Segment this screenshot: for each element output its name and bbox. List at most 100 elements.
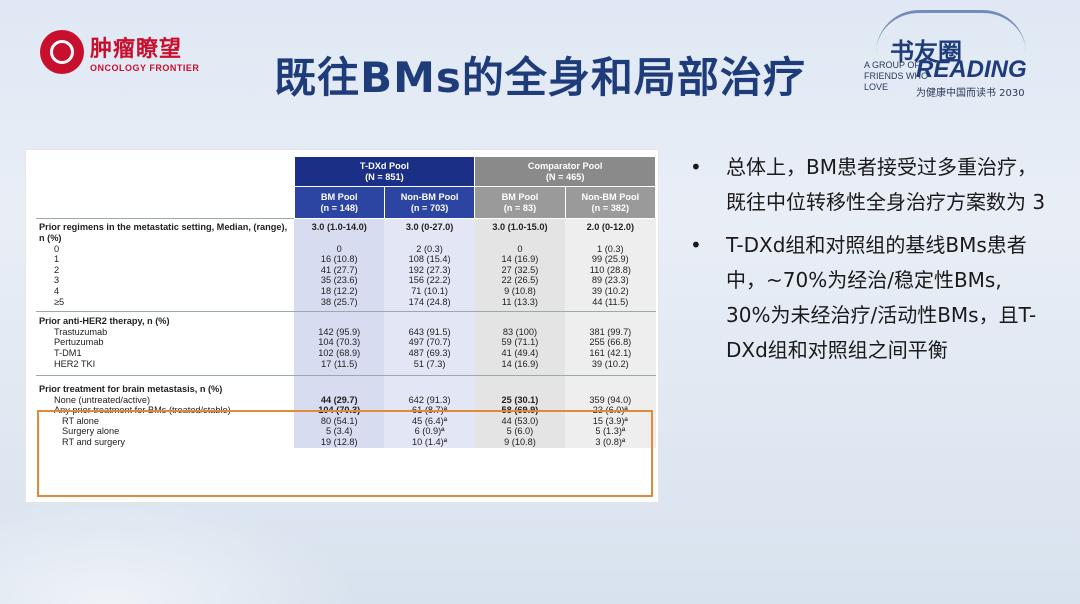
table-row: 0 0 2 (0.3) 0 1 (0.3) — [36, 243, 656, 255]
bullet-text: T-DXd组和对照组的基线BMs患者中，~70%为经治/稳定性BMs, 30%为… — [726, 233, 1037, 362]
table-cell: 61 (8.7)ª — [384, 405, 475, 416]
reading-logo-en: A GROUP OF FRIENDS WHO LOVE — [864, 60, 928, 92]
table-cell: 161 (42.1) — [565, 347, 656, 359]
table-cell: 5 (1.3)ª — [565, 426, 656, 438]
section-title: Prior anti-HER2 therapy, n (%) — [36, 311, 295, 327]
table-cell: 99 (25.9) — [565, 254, 656, 265]
table-cell: 22 (26.5) — [474, 275, 566, 286]
table-cell: 497 (70.7) — [384, 337, 475, 348]
bullet-text: 总体上，BM患者接受过多重治疗，既往中位转移性全身治疗方案数为 3 — [726, 155, 1046, 214]
table-row: 3 35 (23.6) 156 (22.2) 22 (26.5) 89 (23.… — [36, 275, 656, 286]
table-cell: 58 (69.9) — [474, 405, 566, 416]
section-title: Prior regimens in the metastatic setting… — [36, 218, 295, 244]
table-cell: 80 (54.1) — [294, 415, 385, 427]
table-cell: 5 (3.4) — [294, 426, 385, 438]
table-cell: 192 (27.3) — [384, 264, 475, 276]
row-label: Surgery alone — [62, 426, 120, 437]
table-cell: 44 (29.7) — [294, 394, 385, 406]
table-cell: 14 (16.9) — [474, 358, 566, 376]
table-cell: 27 (32.5) — [474, 264, 566, 276]
table-cell: 0 — [294, 243, 385, 255]
row-label: T-DM1 — [54, 347, 82, 358]
row-label: 3 — [54, 275, 60, 286]
table-cell: 487 (69.3) — [384, 347, 475, 359]
table-row: Pertuzumab 104 (70.3) 497 (70.7) 59 (71.… — [36, 337, 656, 348]
table-row: Prior treatment for brain metastasis, n … — [36, 375, 656, 395]
table-cell: 39 (10.2) — [565, 285, 656, 297]
table-cell: 16 (10.8) — [294, 254, 385, 265]
table-cell: 3.0 (1.0-14.0) — [294, 218, 385, 244]
table-row: 4 18 (12.2) 71 (10.1) 9 (10.8) 39 (10.2) — [36, 285, 656, 297]
table-row: RT and surgery 19 (12.8) 10 (1.4)ª 9 (10… — [36, 437, 656, 448]
reading-club-logo: 书友圈 A GROUP OF FRIENDS WHO LOVE READING … — [856, 10, 1046, 100]
table-cell: 41 (49.4) — [474, 347, 566, 359]
table-cell: 51 (7.3) — [384, 358, 475, 376]
table-cell: 9 (10.8) — [474, 437, 566, 448]
table-row: None (untreated/active) 44 (29.7) 642 (9… — [36, 394, 656, 406]
subheader-comp-bm: BM Pool (n = 83) — [474, 186, 566, 220]
table-cell: 3.0 (0-27.0) — [384, 218, 475, 244]
subheader-tdxd-bm: BM Pool (n = 148) — [293, 186, 385, 220]
table-cell: 23 (6.0)ª — [565, 405, 656, 416]
subheader-tdxd-nonbm: Non-BM Pool (n = 703) — [383, 186, 476, 220]
reading-logo-slogan: 为健康中国而读书 2030 — [916, 88, 1025, 99]
table-row: Surgery alone 5 (3.4) 6 (0.9)ª 5 (6.0) 5… — [36, 426, 656, 438]
table-cell: 3.0 (1.0-15.0) — [474, 218, 566, 244]
table-cell: 255 (66.8) — [565, 337, 656, 348]
table-cell: 642 (91.3) — [384, 394, 475, 406]
bullet-dot-icon: • — [690, 155, 702, 179]
table-cell: 381 (99.7) — [565, 326, 656, 338]
table-cell: 44 (53.0) — [474, 415, 566, 427]
background-decoration — [0, 494, 360, 604]
row-label: 0 — [54, 243, 60, 254]
table-cell: 17 (11.5) — [294, 358, 385, 376]
bullet-item: • T-DXd组和对照组的基线BMs患者中，~70%为经治/稳定性BMs, 30… — [690, 228, 1050, 368]
table-cell: 1 (0.3) — [565, 243, 656, 255]
table-cell: 2.0 (0-12.0) — [565, 218, 656, 244]
row-label: Any prior treatment for BMs (treated/sta… — [54, 405, 231, 416]
logo-cn-text: 肿瘤瞭望 — [90, 37, 183, 62]
row-label: RT alone — [62, 415, 99, 426]
table-cell: 643 (91.5) — [384, 326, 475, 338]
table-cell: 44 (11.5) — [565, 296, 656, 312]
table-cell: 5 (6.0) — [474, 426, 566, 438]
row-label: RT and surgery — [62, 437, 125, 448]
table-cell: 45 (6.4)ª — [384, 415, 475, 427]
table-row: T-DM1 102 (68.9) 487 (69.3) 41 (49.4) 16… — [36, 347, 656, 359]
table-row: HER2 TKI 17 (11.5) 51 (7.3) 14 (16.9) 39… — [36, 358, 656, 376]
logo-arc-icon — [876, 10, 1026, 53]
row-label: 2 — [54, 264, 60, 275]
table-cell: 14 (16.9) — [474, 254, 566, 265]
table-row: Prior anti-HER2 therapy, n (%) — [36, 311, 656, 327]
table-cell: 59 (71.1) — [474, 337, 566, 348]
row-label: ≥5 — [54, 296, 65, 307]
table-cell: 35 (23.6) — [294, 275, 385, 286]
row-label: 1 — [54, 254, 60, 265]
table-cell: 25 (30.1) — [474, 394, 566, 406]
table-cell: 71 (10.1) — [384, 285, 475, 297]
table-cell: 174 (24.8) — [384, 296, 475, 312]
table-row: Prior regimens in the metastatic setting… — [36, 218, 656, 244]
table-cell: 104 (70.3) — [294, 337, 385, 348]
table-cell: 6 (0.9)ª — [384, 426, 475, 438]
table-cell: 83 (100) — [474, 326, 566, 338]
table-cell: 89 (23.3) — [565, 275, 656, 286]
group-header-tdxd: T-DXd Pool (N = 851) — [293, 155, 476, 188]
prior-treatment-table: T-DXd Pool (N = 851) Comparator Pool (N … — [36, 155, 657, 448]
table-cell: 359 (94.0) — [565, 394, 656, 406]
logo-en-text: ONCOLOGY FRONTIER — [90, 63, 200, 73]
table-cell: 15 (3.9)ª — [565, 415, 656, 427]
table-cell: 41 (27.7) — [294, 264, 385, 276]
table-cell: 3 (0.8)ª — [565, 437, 656, 448]
table-row: Trastuzumab 142 (95.9) 643 (91.5) 83 (10… — [36, 326, 656, 338]
bullet-item: • 总体上，BM患者接受过多重治疗，既往中位转移性全身治疗方案数为 3 — [690, 150, 1050, 220]
table-cell: 2 (0.3) — [384, 243, 475, 255]
row-label: None (untreated/active) — [54, 394, 151, 405]
slide-title: 既往BMs的全身和局部治疗 — [274, 53, 806, 102]
table-cell: 104 (70.3) — [294, 405, 385, 416]
table-cell: 156 (22.2) — [384, 275, 475, 286]
baseline-table-panel: T-DXd Pool (N = 851) Comparator Pool (N … — [26, 150, 658, 502]
row-label: HER2 TKI — [54, 358, 96, 369]
table-cell: 110 (28.8) — [565, 264, 656, 276]
group-header-comparator: Comparator Pool (N = 465) — [474, 155, 656, 188]
